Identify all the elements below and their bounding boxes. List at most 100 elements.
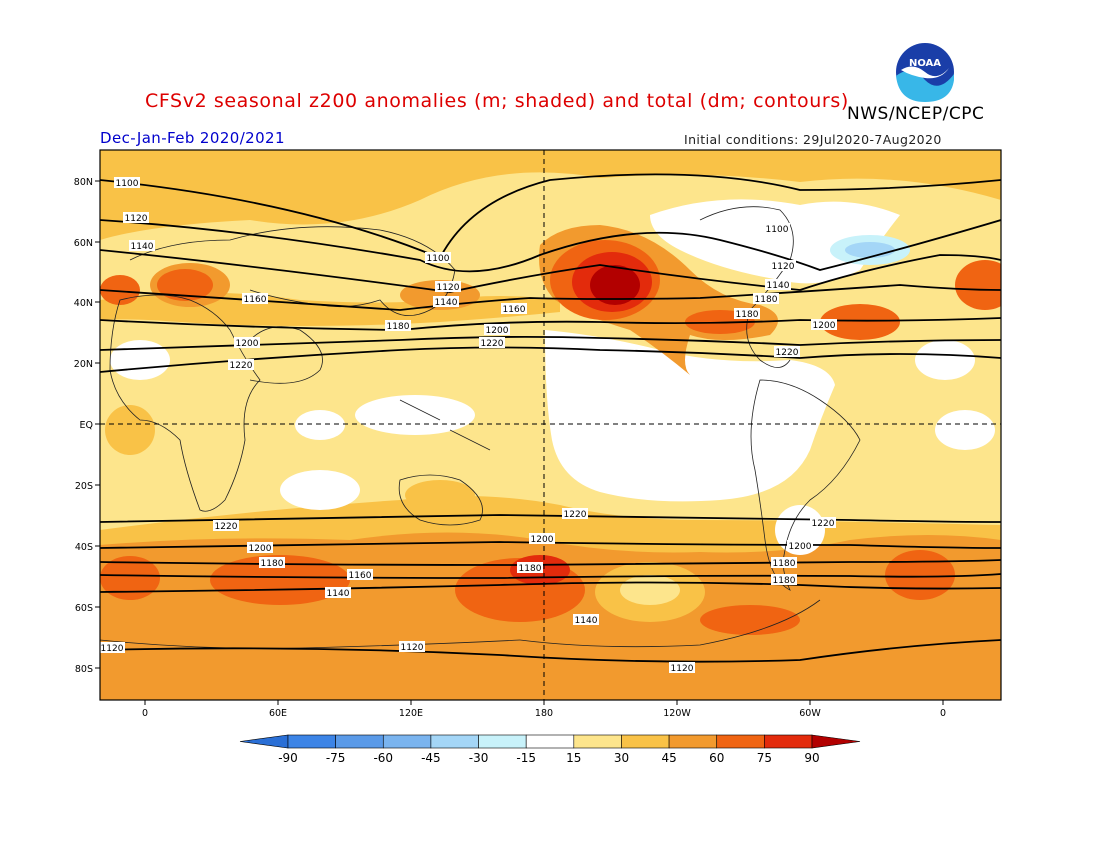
contour-label-text: 1200 (486, 326, 509, 336)
contour-label-text: 1180 (755, 295, 778, 305)
contour-label: 1120 (435, 281, 461, 293)
contour-label-text: 1140 (131, 242, 154, 252)
contour-label-text: 1180 (736, 310, 759, 320)
contour-label-text: 1160 (244, 295, 267, 305)
contour-label: 1140 (573, 614, 599, 626)
colorbar-box (668, 734, 718, 749)
colorbar-tick-label: 60 (709, 751, 724, 765)
contour-label-text: 1200 (789, 542, 812, 552)
contour-label-text: 1220 (230, 361, 253, 371)
lon-label: 120E (399, 708, 423, 719)
contour-label: 1100 (114, 177, 140, 189)
contour-label-text: 1180 (261, 559, 284, 569)
contour-label-text: 1120 (101, 644, 124, 654)
contour-label-text: 1180 (773, 559, 796, 569)
contour-label-text: 1200 (249, 544, 272, 554)
contour-label: 1180 (517, 562, 543, 574)
contour-label: 1100 (764, 223, 790, 235)
lat-label: 60N (74, 238, 93, 249)
colorbar-box (478, 734, 527, 749)
contour-label: 1160 (501, 303, 527, 315)
colorbar-tick-labels: -90 -75 -60 -45 -30 -15 15 30 45 60 75 90 (278, 751, 819, 765)
axis-ticks (95, 180, 944, 705)
contour-label-text: 1120 (772, 262, 795, 272)
colorbar-tick-label: 75 (757, 751, 772, 765)
contour-label: 1220 (562, 508, 588, 520)
colorbar-box (621, 734, 670, 749)
lon-label: 180 (535, 708, 553, 719)
noaa-logo: NOAA (894, 41, 956, 103)
contour-label-text: 1100 (116, 179, 139, 189)
contour-label-text: 1220 (776, 348, 799, 358)
contour-label: 1200 (234, 337, 260, 349)
colorbar-box (716, 734, 765, 749)
contour-label: 1180 (771, 574, 797, 586)
colorbar-box (382, 734, 432, 749)
lat-label: 80N (74, 177, 93, 188)
contour-label-text: 1160 (349, 571, 372, 581)
colorbar-box (525, 734, 575, 749)
contour-label-text: 1140 (575, 616, 598, 626)
contour-labels: 1100 1120 1140 1160 1100 1120 1140 1160 1180 1200… (99, 177, 837, 674)
logo-text: NOAA (909, 58, 941, 69)
contour-label: 1200 (529, 533, 555, 545)
lat-label: 20S (75, 481, 93, 492)
contour-label-text: 1180 (519, 564, 542, 574)
colorbar-tick-label: -75 (326, 751, 346, 765)
contour-label-text: 1140 (435, 298, 458, 308)
colorbar-tick-label: -45 (421, 751, 441, 765)
colorbar-tick-label: 90 (804, 751, 819, 765)
lon-label: 60E (269, 708, 287, 719)
lat-label: 80S (75, 664, 93, 675)
colorbar-tick-label: -30 (469, 751, 489, 765)
coastlines (100, 206, 861, 649)
contour-label-text: 1180 (387, 322, 410, 332)
colorbar (239, 734, 861, 749)
colorbar-arrow-right (811, 734, 861, 749)
latitude-labels: 80N 60N 40N 20N EQ 20S 40S 60S 80S (74, 177, 93, 675)
colorbar-tick-label: 45 (661, 751, 676, 765)
contour-label: 1200 (811, 319, 837, 331)
lat-label: 20N (74, 359, 93, 370)
contour-label-text: 1160 (503, 305, 526, 315)
contour-label-text: 1140 (767, 281, 790, 291)
colorbar-box (287, 734, 336, 749)
colorbar-arrow-left (239, 734, 289, 749)
lon-label: 120W (663, 708, 691, 719)
contour-label: 1120 (399, 641, 425, 653)
contour-label: 1140 (325, 587, 351, 599)
contour-label: 1120 (99, 642, 125, 654)
contour-label: 1160 (242, 293, 268, 305)
contour-label-text: 1100 (427, 254, 450, 264)
lat-label: 60S (75, 603, 93, 614)
contour-label-text: 1220 (481, 339, 504, 349)
colorbar-tick-label: -90 (278, 751, 298, 765)
contour-label: 1100 (425, 252, 451, 264)
contour-label-text: 1120 (437, 283, 460, 293)
longitude-labels: 0 60E 120E 180 120W 60W 0 (142, 708, 946, 719)
contour-label-text: 1180 (773, 576, 796, 586)
contour-label-text: 1120 (401, 643, 424, 653)
map-frame (99, 149, 1002, 701)
contour-label: 1220 (774, 346, 800, 358)
contour-label-text: 1200 (531, 535, 554, 545)
contour-label-text: 1100 (766, 225, 789, 235)
contour-label-text: 1120 (125, 214, 148, 224)
colorbar-tick-label: -15 (516, 751, 536, 765)
contour-label-text: 1140 (327, 589, 350, 599)
contour-label: 1120 (770, 260, 796, 272)
contour-label: 1200 (484, 324, 510, 336)
contour-label-text: 1120 (671, 664, 694, 674)
agency-label: NWS/NCEP/CPC (847, 104, 985, 124)
contour-label: 1120 (669, 662, 695, 674)
contour-label: 1140 (129, 240, 155, 252)
shading-layer (100, 150, 1001, 700)
contour-label: 1200 (787, 540, 813, 552)
lon-label: 0 (940, 708, 946, 719)
lon-label: 60W (799, 708, 821, 719)
chart-title: CFSv2 seasonal z200 anomalies (m; shaded… (145, 90, 849, 112)
contour-label: 1220 (228, 359, 254, 371)
contour-label: 1220 (479, 337, 505, 349)
colorbar-tick-label: -60 (373, 751, 393, 765)
